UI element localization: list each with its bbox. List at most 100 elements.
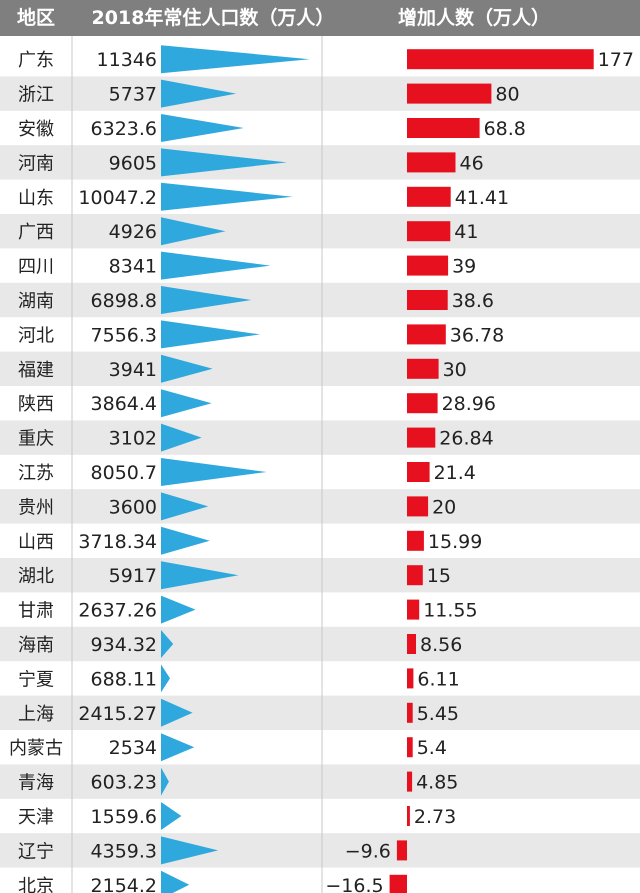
row-stripe-3 [0,145,640,180]
region-label-20: 内蒙古 [9,738,63,759]
region-label-8: 河北 [18,325,54,346]
increase-value-19: 5.45 [417,703,459,725]
increase-bar-22 [407,806,410,826]
population-value-23: 4359.3 [91,840,157,862]
population-triangle-18 [161,664,170,693]
header-increase: 增加人数（万人） [398,7,551,29]
region-label-17: 海南 [18,635,54,656]
row-stripe-21 [0,764,640,799]
population-triangle-15 [161,561,239,590]
population-triangle-4 [161,182,293,211]
population-value-19: 2415.27 [78,703,157,725]
population-value-22: 1559.6 [91,806,157,828]
population-triangle-11 [161,423,202,452]
region-label-22: 天津 [18,807,54,828]
population-value-21: 603.23 [91,772,157,794]
increase-bar-18 [407,668,414,689]
increase-value-21: 4.85 [416,772,458,794]
header-region: 地区 [16,7,55,29]
population-value-18: 688.11 [91,668,157,690]
population-triangle-24 [161,870,190,893]
increase-value-18: 6.11 [417,668,459,690]
region-label-3: 河南 [18,153,54,174]
population-value-5: 4926 [109,221,157,243]
region-label-10: 陕西 [18,394,54,415]
region-label-2: 安徽 [18,119,54,140]
increase-value-0: 177 [598,49,634,71]
row-stripe-11 [0,420,640,455]
row-stripe-9 [0,351,640,386]
population-value-10: 3864.4 [91,393,157,415]
increase-bar-11 [407,427,436,448]
population-value-15: 5917 [109,565,157,587]
region-label-19: 上海 [18,704,54,725]
region-label-21: 青海 [18,773,54,794]
increase-value-6: 39 [452,256,476,278]
population-value-20: 2534 [109,737,157,759]
region-label-23: 辽宁 [18,841,54,862]
increase-bar-23 [396,840,407,861]
increase-value-20: 5.4 [417,737,447,759]
region-label-6: 四川 [18,257,54,278]
population-value-12: 8050.7 [91,462,157,484]
increase-bar-17 [407,634,416,654]
region-label-7: 湖南 [18,291,54,312]
increase-value-4: 41.41 [455,187,509,209]
increase-bar-1 [407,83,492,104]
increase-bar-12 [407,462,430,482]
population-triangle-21 [161,767,169,796]
increase-value-9: 30 [443,359,467,381]
increase-value-14: 15.99 [428,531,482,553]
row-stripe-1 [0,76,640,111]
population-value-14: 3718.34 [78,531,157,553]
row-stripe-7 [0,282,640,318]
increase-bar-14 [407,530,424,551]
region-label-18: 宁夏 [18,669,54,690]
population-triangle-6 [161,251,271,280]
population-value-9: 3941 [109,359,157,381]
population-triangle-0 [161,45,310,74]
population-triangle-16 [161,595,196,624]
increase-bar-4 [407,186,451,207]
increase-value-24: −16.5 [325,875,383,893]
population-triangle-17 [161,630,174,658]
increase-value-10: 28.96 [442,393,496,415]
region-label-11: 重庆 [18,429,54,450]
region-label-15: 湖北 [18,566,54,587]
population-triangle-13 [161,492,209,521]
population-triangle-10 [161,389,212,418]
row-stripe-17 [0,626,640,662]
increase-bar-3 [407,152,456,173]
population-value-0: 11346 [97,49,157,71]
increase-bar-2 [407,118,480,138]
increase-bar-9 [407,358,439,379]
region-label-0: 广东 [18,50,54,71]
region-label-9: 福建 [18,360,54,381]
increase-bar-20 [407,737,413,758]
increase-bar-8 [407,324,446,345]
row-stripe-13 [0,489,640,524]
region-label-13: 贵州 [18,497,54,518]
population-value-17: 934.32 [91,634,157,656]
increase-bar-10 [407,393,438,414]
population-triangle-7 [161,286,252,314]
region-label-1: 浙江 [18,85,54,106]
header-population: 2018年常住人口数（万人） [91,7,335,29]
increase-value-11: 26.84 [439,428,493,450]
increase-bar-7 [407,290,448,310]
region-label-12: 江苏 [18,463,54,484]
region-label-4: 山东 [18,188,54,209]
increase-value-12: 21.4 [434,462,476,484]
population-triangle-23 [161,836,219,865]
region-label-14: 山西 [18,532,54,553]
population-value-7: 6898.8 [91,290,157,312]
increase-bar-19 [407,702,413,723]
population-triangle-12 [161,458,267,486]
population-value-1: 5737 [109,84,157,106]
row-stripe-23 [0,833,640,868]
population-triangle-1 [161,79,237,108]
increase-value-8: 36.78 [450,324,504,346]
increase-value-17: 8.56 [420,634,462,656]
increase-value-15: 15 [427,565,451,587]
